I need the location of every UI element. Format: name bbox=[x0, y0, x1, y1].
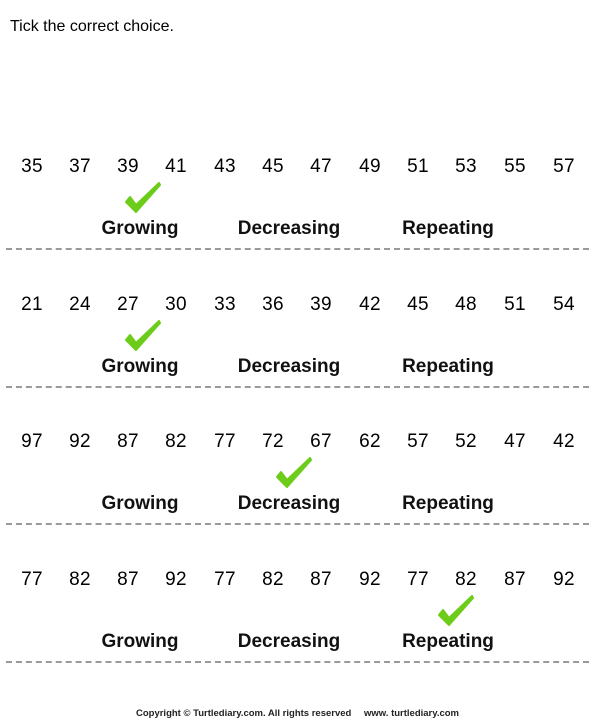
sequence-number: 37 bbox=[69, 156, 91, 177]
sequence-number: 43 bbox=[214, 156, 236, 177]
sequence-number: 41 bbox=[165, 156, 187, 177]
sequence-number: 87 bbox=[504, 569, 526, 590]
sequence-number: 77 bbox=[214, 569, 236, 590]
sequence-number: 51 bbox=[407, 156, 429, 177]
dashed-divider bbox=[6, 523, 589, 525]
sequence-number: 30 bbox=[165, 294, 187, 315]
sequence-number: 48 bbox=[455, 294, 477, 315]
dashed-divider bbox=[6, 661, 589, 663]
sequence-number: 87 bbox=[117, 569, 139, 590]
sequence-number: 33 bbox=[214, 294, 236, 315]
sequence-number: 77 bbox=[214, 431, 236, 452]
sequence-number: 92 bbox=[165, 569, 187, 590]
sequence-number: 27 bbox=[117, 294, 139, 315]
sequence-number: 47 bbox=[310, 156, 332, 177]
check-mark-icon bbox=[125, 320, 161, 351]
sequence-number: 92 bbox=[69, 431, 91, 452]
dashed-divider bbox=[6, 248, 589, 250]
sequence-number: 87 bbox=[310, 569, 332, 590]
sequence-number: 49 bbox=[359, 156, 381, 177]
number-sequence: 97 92 87 82 77 72 67 62 57 52 47 42 bbox=[0, 431, 595, 455]
number-sequence: 35 37 39 41 43 45 47 49 51 53 55 57 bbox=[0, 156, 595, 180]
option-decreasing[interactable]: Decreasing bbox=[237, 631, 341, 652]
sequence-number: 51 bbox=[504, 294, 526, 315]
check-mark-icon bbox=[125, 182, 161, 213]
sequence-number: 36 bbox=[262, 294, 284, 315]
sequence-number: 57 bbox=[553, 156, 575, 177]
option-growing[interactable]: Growing bbox=[101, 631, 179, 652]
sequence-number: 39 bbox=[117, 156, 139, 177]
question-2: 21 24 27 30 33 36 39 42 45 48 51 54 Growing Decreasin… bbox=[0, 276, 595, 413]
option-growing[interactable]: Growing bbox=[101, 356, 179, 377]
number-sequence: 77 82 87 92 77 82 87 92 77 82 87 92 bbox=[0, 569, 595, 593]
sequence-number: 82 bbox=[165, 431, 187, 452]
sequence-number: 35 bbox=[21, 156, 43, 177]
option-repeating[interactable]: Repeating bbox=[402, 356, 494, 377]
footer: Copyright © Turtlediary.com. All rights … bbox=[0, 708, 595, 719]
sequence-number: 82 bbox=[69, 569, 91, 590]
sequence-number: 77 bbox=[407, 569, 429, 590]
sequence-number: 82 bbox=[262, 569, 284, 590]
sequence-number: 53 bbox=[455, 156, 477, 177]
sequence-number: 87 bbox=[117, 431, 139, 452]
dashed-divider bbox=[6, 386, 589, 388]
option-decreasing[interactable]: Decreasing bbox=[237, 356, 341, 377]
option-growing[interactable]: Growing bbox=[101, 218, 179, 239]
sequence-number: 45 bbox=[262, 156, 284, 177]
footer-website: www. turtlediary.com bbox=[363, 708, 459, 719]
question-4: 77 82 87 92 77 82 87 92 77 82 87 92 Growing Decreasin… bbox=[0, 551, 595, 688]
sequence-number: 45 bbox=[407, 294, 429, 315]
sequence-number: 82 bbox=[455, 569, 477, 590]
sequence-number: 77 bbox=[21, 569, 43, 590]
sequence-number: 42 bbox=[359, 294, 381, 315]
sequence-number: 62 bbox=[359, 431, 381, 452]
question-3: 97 92 87 82 77 72 67 62 57 52 47 42 Growing Decreasin… bbox=[0, 413, 595, 550]
option-growing[interactable]: Growing bbox=[101, 493, 179, 514]
sequence-number: 57 bbox=[407, 431, 429, 452]
sequence-number: 52 bbox=[455, 431, 477, 452]
sequence-number: 21 bbox=[21, 294, 43, 315]
sequence-number: 54 bbox=[553, 294, 575, 315]
check-mark-icon bbox=[438, 595, 474, 626]
sequence-number: 92 bbox=[553, 569, 575, 590]
number-sequence: 21 24 27 30 33 36 39 42 45 48 51 54 bbox=[0, 294, 595, 318]
sequence-number: 39 bbox=[310, 294, 332, 315]
footer-copyright: Copyright © Turtlediary.com. All rights … bbox=[135, 708, 352, 719]
sequence-number: 97 bbox=[21, 431, 43, 452]
sequence-number: 47 bbox=[504, 431, 526, 452]
sequence-number: 24 bbox=[69, 294, 91, 315]
option-decreasing[interactable]: Decreasing bbox=[237, 493, 341, 514]
option-decreasing[interactable]: Decreasing bbox=[237, 218, 341, 239]
instruction-text: Tick the correct choice. bbox=[10, 18, 174, 35]
sequence-number: 55 bbox=[504, 156, 526, 177]
check-mark-icon bbox=[276, 457, 312, 488]
sequence-number: 72 bbox=[262, 431, 284, 452]
question-1: 35 37 39 41 43 45 47 49 51 53 55 57 Growing Decreasin… bbox=[0, 138, 595, 275]
sequence-number: 42 bbox=[553, 431, 575, 452]
sequence-number: 67 bbox=[310, 431, 332, 452]
option-repeating[interactable]: Repeating bbox=[402, 631, 494, 652]
option-repeating[interactable]: Repeating bbox=[402, 218, 494, 239]
sequence-number: 92 bbox=[359, 569, 381, 590]
option-repeating[interactable]: Repeating bbox=[402, 493, 494, 514]
